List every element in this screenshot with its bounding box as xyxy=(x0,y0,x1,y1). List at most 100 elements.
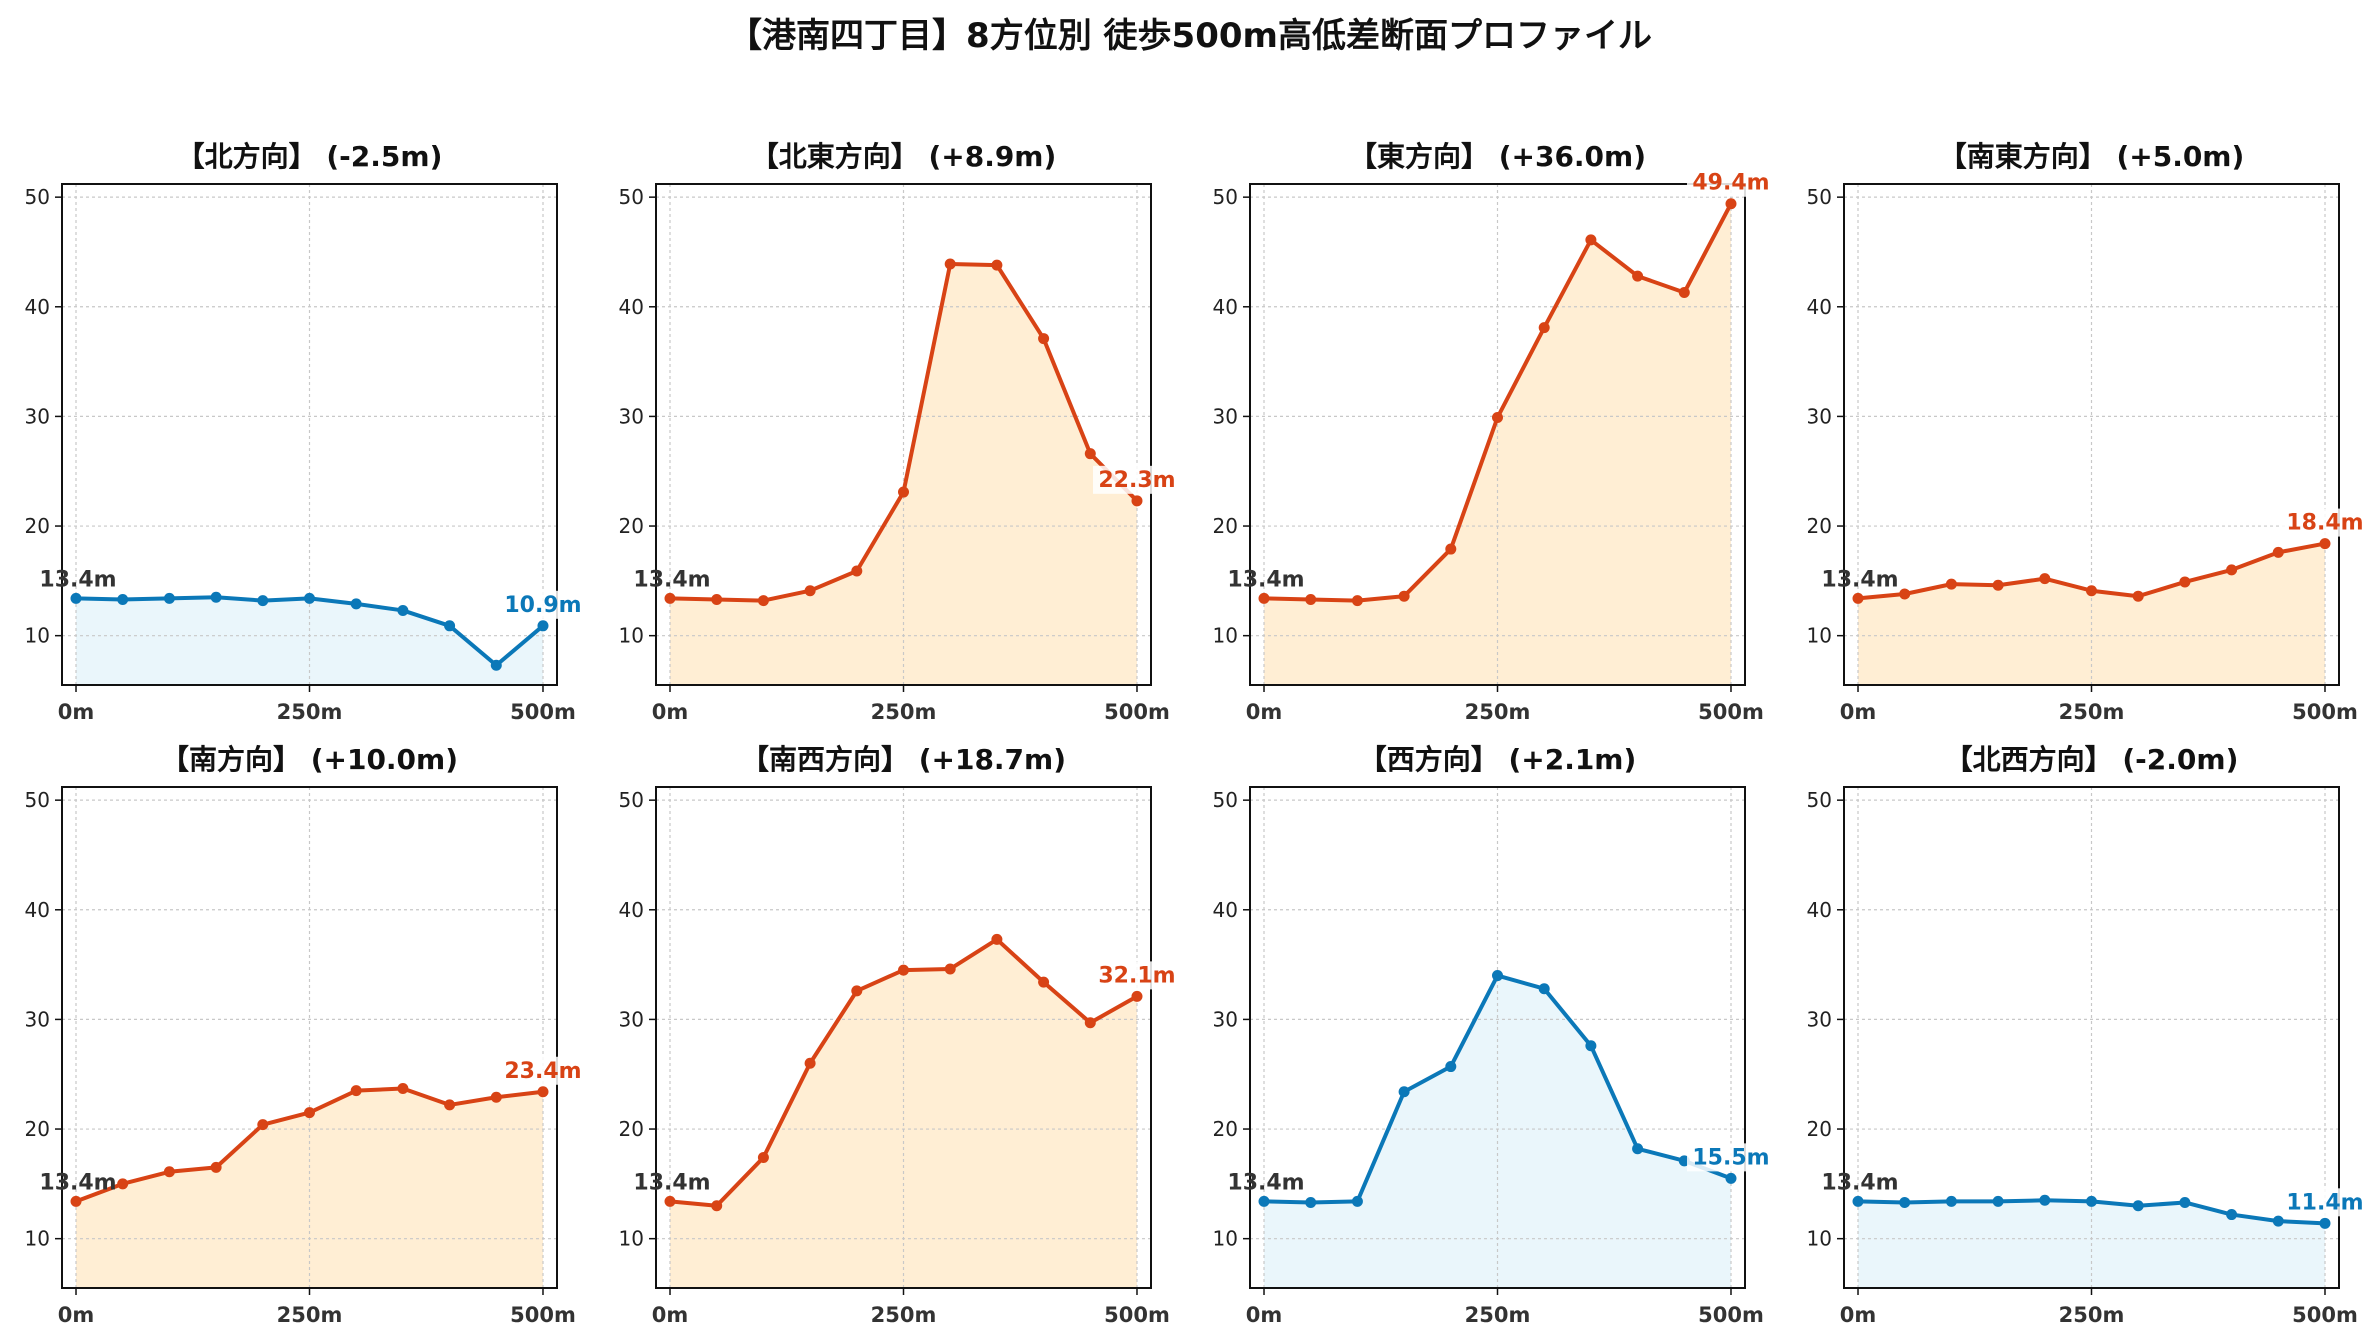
end-value-label: 18.4m xyxy=(2286,511,2363,536)
data-point xyxy=(1305,1196,1317,1208)
data-point xyxy=(2319,538,2331,550)
data-point xyxy=(944,258,956,270)
end-value-label: 49.4m xyxy=(1692,171,1769,196)
x-tick-label: 0m xyxy=(1246,700,1283,724)
start-value-label: 13.4m xyxy=(39,1170,116,1195)
data-point xyxy=(1725,198,1737,210)
data-point xyxy=(1852,1195,1864,1207)
y-tick-label: 30 xyxy=(619,404,644,428)
area-fill xyxy=(76,1088,543,1288)
data-point xyxy=(163,1166,175,1178)
x-tick-label: 250m xyxy=(2059,700,2125,724)
data-point xyxy=(304,592,315,604)
x-tick-label: 0m xyxy=(1840,700,1877,724)
y-tick-label: 40 xyxy=(1807,898,1832,922)
y-tick-label: 20 xyxy=(25,1117,50,1141)
x-tick-label: 0m xyxy=(652,1303,689,1327)
x-tick-label: 500m xyxy=(510,1303,576,1327)
data-point xyxy=(851,565,863,577)
data-point xyxy=(1131,990,1143,1002)
end-value-label: 15.5m xyxy=(1692,1145,1769,1170)
data-point xyxy=(1632,1143,1644,1155)
y-tick-label: 40 xyxy=(25,295,50,319)
x-tick-label: 500m xyxy=(2292,700,2358,724)
data-point xyxy=(257,595,269,607)
data-point xyxy=(1305,593,1317,605)
y-tick-label: 20 xyxy=(619,1117,644,1141)
end-value-label: 23.4m xyxy=(504,1059,581,1084)
panel-title: 【北東方向】 (+8.9m) xyxy=(751,140,1057,173)
y-tick-label: 20 xyxy=(1213,1117,1238,1141)
panel-title: 【北西方向】 (-2.0m) xyxy=(1945,743,2239,776)
data-point xyxy=(1084,448,1096,460)
y-tick-label: 30 xyxy=(1213,1007,1238,1031)
panel-title: 【南東方向】 (+5.0m) xyxy=(1939,140,2245,173)
data-point xyxy=(1632,270,1644,282)
data-point xyxy=(1538,983,1550,995)
data-point xyxy=(757,595,769,607)
x-tick-label: 500m xyxy=(1104,700,1170,724)
y-tick-label: 20 xyxy=(1213,514,1238,538)
y-tick-label: 30 xyxy=(1807,1007,1832,1031)
x-tick-label: 250m xyxy=(277,1303,343,1327)
data-point xyxy=(1585,234,1597,246)
panel-title: 【東方向】 (+36.0m) xyxy=(1349,140,1646,173)
data-point xyxy=(898,964,909,976)
data-point xyxy=(711,1200,723,1212)
x-tick-label: 500m xyxy=(510,700,576,724)
y-tick-label: 10 xyxy=(619,624,644,648)
data-point xyxy=(804,1057,816,1069)
data-point xyxy=(898,486,909,498)
y-tick-label: 40 xyxy=(1213,295,1238,319)
start-value-label: 13.4m xyxy=(1821,567,1898,592)
data-point xyxy=(163,592,175,604)
x-tick-label: 500m xyxy=(1698,1303,1764,1327)
data-point xyxy=(537,1086,549,1098)
panel-title: 【西方向】 (+2.1m) xyxy=(1359,743,1637,776)
data-point xyxy=(444,1099,456,1111)
data-point xyxy=(2132,590,2144,602)
data-point xyxy=(210,591,222,603)
y-tick-label: 40 xyxy=(619,898,644,922)
start-value-label: 13.4m xyxy=(1227,1170,1304,1195)
panel-title: 【北方向】 (-2.5m) xyxy=(177,140,443,173)
x-tick-label: 250m xyxy=(2059,1303,2125,1327)
x-tick-label: 250m xyxy=(1465,700,1531,724)
y-tick-label: 50 xyxy=(619,185,644,209)
y-tick-label: 20 xyxy=(25,514,50,538)
end-label-background xyxy=(2280,1188,2369,1217)
x-tick-label: 500m xyxy=(2292,1303,2358,1327)
x-tick-label: 250m xyxy=(871,1303,937,1327)
data-point xyxy=(664,592,676,604)
data-point xyxy=(711,593,723,605)
data-point xyxy=(350,598,362,610)
end-value-label: 32.1m xyxy=(1098,963,1175,988)
data-point xyxy=(2272,1215,2284,1227)
end-label-background xyxy=(2280,508,2369,537)
data-point xyxy=(537,620,549,632)
y-tick-label: 50 xyxy=(25,185,50,209)
data-point xyxy=(944,963,956,975)
data-point xyxy=(1585,1040,1597,1052)
data-point xyxy=(991,933,1003,945)
data-point xyxy=(1351,1195,1363,1207)
data-point xyxy=(1852,592,1864,604)
x-tick-label: 500m xyxy=(1104,1303,1170,1327)
y-tick-label: 30 xyxy=(25,404,50,428)
y-tick-label: 10 xyxy=(1807,1227,1832,1251)
start-value-label: 13.4m xyxy=(1227,567,1304,592)
data-point xyxy=(2086,585,2097,597)
data-point xyxy=(1084,1017,1096,1029)
x-tick-label: 0m xyxy=(1246,1303,1283,1327)
data-point xyxy=(2272,546,2284,558)
end-label-background xyxy=(498,1056,587,1085)
y-tick-label: 30 xyxy=(25,1007,50,1031)
start-value-label: 13.4m xyxy=(633,1170,710,1195)
data-point xyxy=(2039,573,2051,585)
area-fill xyxy=(1858,543,2325,685)
y-tick-label: 30 xyxy=(619,1007,644,1031)
data-point xyxy=(2226,564,2238,576)
